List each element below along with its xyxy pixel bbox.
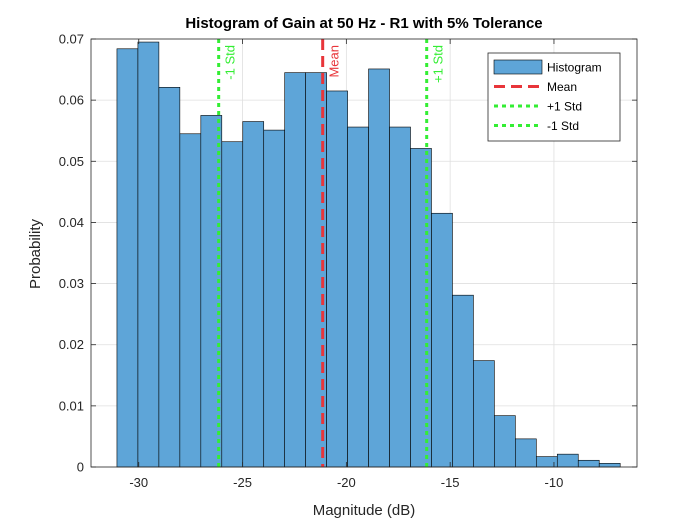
y-tick-label: 0.05	[59, 154, 84, 169]
legend-entry: +1 Std	[547, 100, 582, 114]
histogram-bar	[179, 133, 202, 468]
line-annotations: -1 Std Mean +1 Std	[223, 45, 446, 83]
histogram-bar	[431, 212, 453, 468]
histogram-bar	[410, 148, 432, 468]
y-axis-label: Probability	[27, 218, 44, 289]
legend-entry: Mean	[547, 80, 577, 94]
histogram-bar	[284, 72, 306, 468]
x-tick-label: -20	[337, 475, 356, 490]
histogram-bar	[263, 129, 285, 468]
histogram-bar	[116, 48, 139, 468]
x-axis-ticks: -30 -25 -20 -15 -10	[129, 39, 563, 490]
y-tick-label: 0.03	[59, 276, 84, 291]
histogram-bar	[347, 126, 369, 468]
y-tick-label: 0.07	[59, 32, 84, 47]
histogram-bar	[452, 294, 474, 468]
histogram-bar	[515, 438, 537, 468]
histogram-bar	[494, 415, 516, 468]
histogram-bar	[577, 459, 600, 468]
histogram-bar	[137, 41, 160, 468]
annotation-label: Mean	[327, 45, 342, 78]
histogram-bar	[389, 126, 411, 468]
histogram-bar	[158, 87, 181, 468]
y-tick-label: 0	[77, 460, 84, 475]
x-tick-label: -15	[441, 475, 460, 490]
x-tick-label: -30	[129, 475, 148, 490]
histogram-bar	[221, 141, 244, 468]
y-tick-label: 0.02	[59, 337, 84, 352]
chart-title: Histogram of Gain at 50 Hz - R1 with 5% …	[185, 15, 542, 32]
annotation-label: -1 Std	[223, 45, 238, 80]
histogram-bar	[368, 68, 390, 468]
histogram-bar	[473, 360, 495, 468]
legend-entry: Histogram	[547, 61, 602, 75]
legend: Histogram Mean +1 Std -1 Std	[487, 52, 621, 142]
histogram-bar	[242, 121, 265, 468]
legend-entry: -1 Std	[547, 119, 579, 133]
histogram-bar	[556, 453, 579, 468]
histogram-bar	[326, 90, 348, 468]
x-axis-label: Magnitude (dB)	[313, 502, 416, 519]
annotation-label: +1 Std	[431, 45, 446, 83]
x-tick-label: -10	[545, 475, 564, 490]
histogram-bars	[116, 41, 621, 468]
y-tick-label: 0.01	[59, 398, 84, 413]
histogram-bar	[598, 463, 621, 468]
y-tick-label: 0.06	[59, 93, 84, 108]
legend-swatch-histogram	[493, 59, 543, 75]
reference-lines	[217, 39, 429, 467]
y-axis-ticks: 0 0.01 0.02 0.03 0.04 0.05 0.06 0.07	[59, 32, 637, 475]
x-tick-label: -25	[233, 475, 252, 490]
y-tick-label: 0.04	[59, 215, 84, 230]
plot-frame	[90, 38, 638, 468]
